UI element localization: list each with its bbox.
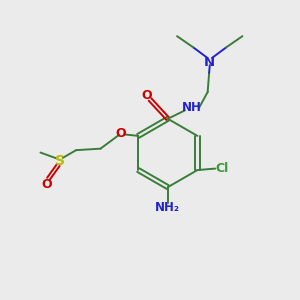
Text: O: O xyxy=(115,127,126,140)
Text: NH₂: NH₂ xyxy=(155,202,180,214)
Text: O: O xyxy=(142,88,152,101)
Text: O: O xyxy=(42,178,52,190)
Text: Cl: Cl xyxy=(215,162,228,175)
Text: S: S xyxy=(55,154,65,168)
Text: NH: NH xyxy=(182,101,202,114)
Text: N: N xyxy=(204,56,215,69)
